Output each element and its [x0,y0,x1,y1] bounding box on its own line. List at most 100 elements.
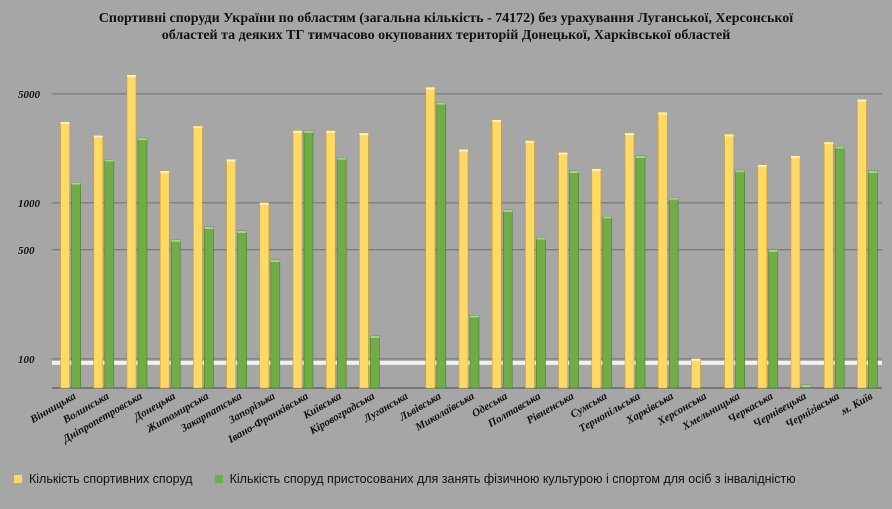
bar-top-accessible-9 [370,336,380,339]
bar-top-total-13 [492,119,502,122]
bar-top-total-22 [791,155,800,158]
bar-accessible-24 [868,170,878,389]
bar-total-14 [525,140,535,389]
bar-top-total-0 [60,121,70,124]
bar-top-total-15 [558,152,568,155]
bar-total-23 [823,141,834,389]
bar-accessible-11 [436,102,447,389]
bar-top-accessible-18 [669,197,679,200]
bar-top-total-21 [757,164,767,167]
bar-accessible-9 [370,335,380,389]
bar-total-8 [325,130,336,389]
bar-top-total-2 [127,75,136,78]
bar-top-accessible-24 [868,171,878,174]
bar-accessible-21 [768,249,779,389]
bar-accessible-18 [668,197,679,389]
bar-top-total-1 [93,135,103,138]
bar-accessible-17 [635,155,646,389]
legend-label-total: Кількість спортивних споруд [29,472,193,486]
bar-total-17 [624,132,635,389]
bar-top-accessible-4 [204,227,214,230]
chart-title-line-2: областей та деяких ТГ тимчасово окупован… [161,28,731,43]
y-tick-label-1000: 1000 [18,198,41,210]
legend-label-accessible: Кількість споруд пристосованих для занят… [229,472,796,486]
bar-top-accessible-2 [138,138,147,141]
bar-total-13 [491,119,502,389]
bar-total-20 [724,134,734,389]
bar-total-24 [857,99,867,389]
bar-top-accessible-7 [304,130,313,133]
bar-top-total-4 [193,126,203,129]
bar-top-total-12 [459,149,468,152]
bar-total-11 [425,87,436,389]
bar-top-total-23 [824,142,834,145]
bar-accessible-6 [270,259,281,389]
bar-top-accessible-12 [470,315,479,318]
bar-top-total-16 [591,168,601,171]
legend: Кількість спортивних споруд Кількість сп… [14,472,884,486]
bar-top-accessible-16 [602,216,612,219]
legend-swatch-accessible [214,475,223,483]
bar-total-22 [790,155,801,389]
bar-top-total-9 [359,133,369,136]
bar-top-total-14 [525,140,535,143]
chart-title-line-1: Спортивні споруди України по областям (з… [98,11,794,26]
bar-top-accessible-15 [569,171,579,174]
bar-total-7 [292,130,303,389]
bar-total-12 [458,149,469,389]
bar-top-accessible-11 [436,102,446,105]
bar-accessible-23 [834,146,845,389]
bar-accessible-20 [735,169,745,389]
bar-top-accessible-21 [768,249,778,252]
bar-total-6 [259,202,270,389]
bar-top-accessible-6 [270,260,280,263]
bar-total-2 [126,74,137,389]
bar-top-total-11 [425,87,435,90]
bar-total-4 [193,125,203,389]
bar-top-accessible-22 [802,384,811,387]
bar-accessible-2 [137,137,148,389]
bar-top-total-20 [724,134,734,137]
bar-top-total-6 [259,202,269,205]
bar-accessible-14 [536,237,546,389]
bar-accessible-0 [71,182,81,389]
bar-top-accessible-14 [536,237,546,240]
bar-top-accessible-5 [237,230,247,233]
bar-total-19 [691,358,701,389]
bar-accessible-3 [170,239,181,389]
bar-top-accessible-17 [636,155,645,158]
bar-total-3 [159,170,170,389]
bar-total-15 [558,152,568,389]
x-tick-label-24: м. Київ [838,390,875,418]
y-tick-label-500: 500 [18,245,35,257]
bar-top-accessible-13 [503,209,513,212]
bar-top-total-17 [625,133,634,136]
legend-item-accessible: Кількість споруд пристосованих для занят… [214,472,796,486]
bar-accessible-8 [336,157,347,389]
bar-top-total-5 [226,159,236,162]
bar-top-accessible-3 [171,239,181,242]
bar-accessible-16 [602,215,613,389]
bar-accessible-4 [204,226,214,389]
y-tick-label-5000: 5000 [18,89,41,101]
bar-accessible-12 [469,315,480,389]
bar-accessible-5 [237,230,247,389]
bar-top-accessible-8 [337,157,347,160]
bar-total-21 [757,164,768,389]
bar-total-18 [657,112,668,389]
bar-total-9 [359,132,369,389]
bar-total-0 [60,121,70,389]
bar-accessible-15 [569,170,579,389]
bar-accessible-7 [303,130,314,389]
bar-accessible-13 [502,209,513,389]
chart-title: Спортивні споруди України по областям (з… [0,10,892,44]
bar-top-total-8 [326,130,336,133]
bar-top-accessible-20 [735,170,745,173]
bar-top-total-18 [658,112,668,115]
bar-accessible-1 [104,159,115,389]
bar-total-5 [226,159,236,389]
legend-swatch-total [14,475,22,483]
bar-total-1 [93,135,104,389]
y-tick-label-100: 100 [18,354,35,366]
bar-top-total-24 [857,99,867,102]
